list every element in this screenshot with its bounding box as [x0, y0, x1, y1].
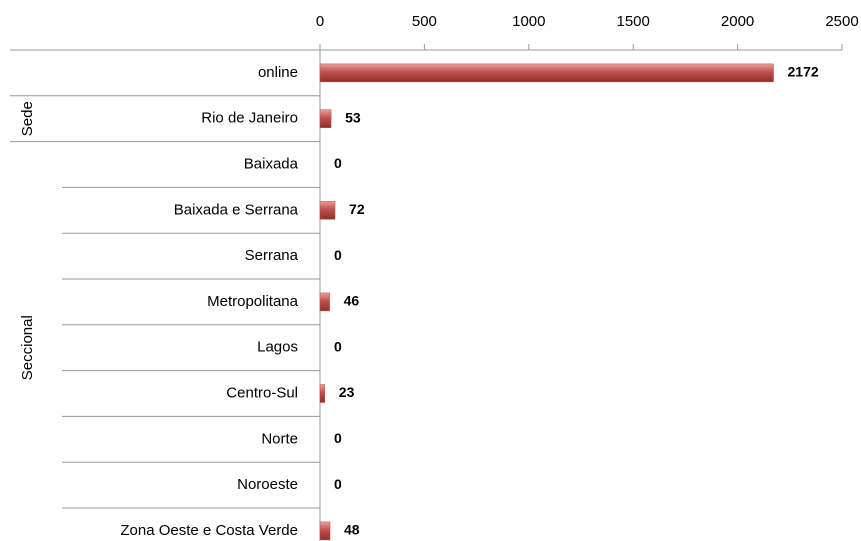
x-tick-label: 1500 — [617, 13, 650, 30]
bar — [319, 63, 774, 83]
y-tick-label: Baixada e Serrana — [174, 201, 299, 218]
y-tick-label: Baixada — [244, 155, 299, 172]
data-label: 72 — [349, 201, 365, 217]
y-tick-label: Rio de Janeiro — [201, 110, 298, 127]
y-tick-label: Metropolitana — [207, 293, 299, 310]
y-tick-label: Noroeste — [237, 476, 298, 493]
y-tick-label: Norte — [261, 430, 298, 447]
group-label: Sede — [19, 101, 36, 136]
y-tick-label: online — [258, 64, 298, 81]
data-label: 0 — [334, 247, 342, 263]
data-label: 0 — [334, 155, 342, 171]
group-label: Seccional — [19, 315, 36, 380]
y-tick-label: Zona Oeste e Costa Verde — [120, 522, 298, 539]
data-label: 23 — [339, 384, 355, 400]
data-label: 0 — [334, 338, 342, 354]
y-tick-label: Centro-Sul — [226, 384, 298, 401]
data-label: 46 — [344, 293, 360, 309]
data-label: 2172 — [788, 64, 819, 80]
x-tick-label: 2500 — [825, 13, 858, 30]
x-tick-label: 2000 — [721, 13, 754, 30]
bar — [319, 292, 330, 312]
x-tick-label: 500 — [412, 13, 437, 30]
y-tick-label: Lagos — [257, 339, 298, 356]
data-label: 0 — [334, 476, 342, 492]
bar — [319, 521, 331, 541]
data-label: 0 — [334, 430, 342, 446]
bar — [319, 109, 332, 128]
y-tick-label: Serrana — [245, 247, 299, 264]
data-label: 48 — [344, 522, 360, 538]
bar — [319, 201, 336, 220]
data-label: 53 — [345, 109, 361, 125]
bar — [319, 384, 326, 403]
x-tick-label: 1000 — [512, 13, 545, 30]
x-tick-label: 0 — [316, 13, 324, 30]
